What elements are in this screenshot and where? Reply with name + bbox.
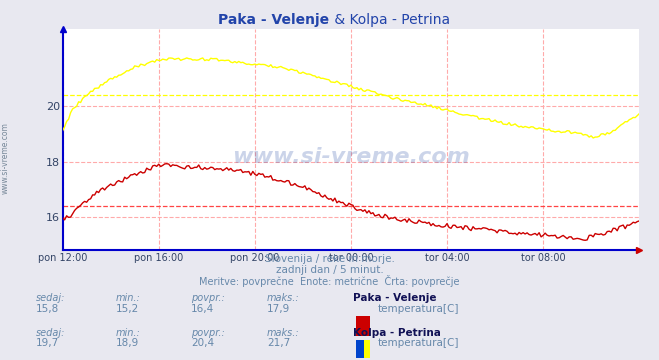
Text: Slovenija / reke in morje.: Slovenija / reke in morje. — [264, 254, 395, 264]
Text: 16,4: 16,4 — [191, 304, 214, 314]
Text: sedaj:: sedaj: — [36, 328, 66, 338]
Text: povpr.:: povpr.: — [191, 293, 225, 303]
Text: & Kolpa - Petrina: & Kolpa - Petrina — [330, 13, 449, 27]
Text: min.:: min.: — [115, 293, 140, 303]
Text: 15,8: 15,8 — [36, 304, 59, 314]
Text: sedaj:: sedaj: — [36, 293, 66, 303]
Text: maks.:: maks.: — [267, 328, 300, 338]
Text: povpr.:: povpr.: — [191, 328, 225, 338]
Text: Paka - Velenje: Paka - Velenje — [353, 293, 436, 303]
Text: zadnji dan / 5 minut.: zadnji dan / 5 minut. — [275, 265, 384, 275]
Text: 17,9: 17,9 — [267, 304, 290, 314]
Text: temperatura[C]: temperatura[C] — [378, 304, 459, 314]
Text: 19,7: 19,7 — [36, 338, 59, 348]
Text: www.si-vreme.com: www.si-vreme.com — [1, 122, 10, 194]
Text: temperatura[C]: temperatura[C] — [378, 338, 459, 348]
Text: www.si-vreme.com: www.si-vreme.com — [232, 147, 470, 167]
Text: 18,9: 18,9 — [115, 338, 138, 348]
Text: 21,7: 21,7 — [267, 338, 290, 348]
Text: Paka - Velenje: Paka - Velenje — [218, 13, 330, 27]
Text: Kolpa - Petrina: Kolpa - Petrina — [353, 328, 440, 338]
Text: Meritve: povprečne  Enote: metrične  Črta: povprečje: Meritve: povprečne Enote: metrične Črta:… — [199, 275, 460, 287]
Text: 20,4: 20,4 — [191, 338, 214, 348]
Text: 15,2: 15,2 — [115, 304, 138, 314]
Text: min.:: min.: — [115, 328, 140, 338]
Text: maks.:: maks.: — [267, 293, 300, 303]
